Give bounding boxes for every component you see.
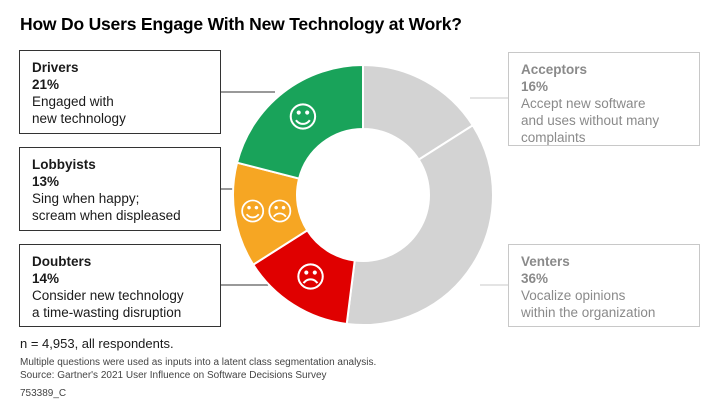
segment-percent: 21% [32,77,60,92]
slice-icons: ☹ ☺☹ ☺ [239,101,326,296]
segment-name: Acceptors [521,62,588,77]
segment-name: Venters [521,254,570,269]
segment-description: Sing when happy; scream when displeased [32,191,181,223]
segment-percent: 36% [521,271,549,286]
chart-title: How Do Users Engage With New Technology … [20,14,462,34]
face-icon-doubters: ☹ [295,261,326,296]
face-icon-lobbyists: ☺☹ [239,197,293,227]
slice-drivers [235,63,364,180]
segment-description: Accept new software and uses without man… [521,96,660,145]
segment-description: Consider new technology a time-wasting d… [32,288,184,320]
figure-id: 753389_C [20,388,67,399]
callout-drivers: Drivers 21% Engaged with new technology [19,50,221,134]
slice-venters [345,123,494,326]
segment-description: Vocalize opinions within the organizatio… [521,288,656,320]
segment-percent: 14% [32,271,60,286]
callout-lobbyists: Lobbyists 13% Sing when happy; scream wh… [19,147,221,231]
segment-percent: 16% [521,79,549,94]
sample-size-note: n = 4,953, all respondents. [20,336,174,351]
segment-percent: 13% [32,174,60,189]
methodology-footnote: Multiple questions were used as inputs i… [20,357,377,368]
segment-description: Engaged with new technology [32,94,126,126]
face-icon-drivers: ☺ [287,101,318,136]
callout-acceptors: Acceptors 16% Accept new software and us… [508,52,700,146]
segment-name: Lobbyists [32,157,96,172]
donut-slices [232,63,494,326]
source-footnote: Source: Gartner's 2021 User Influence on… [20,370,327,381]
segment-name: Doubters [32,254,92,269]
segment-name: Drivers [32,60,79,75]
callout-venters: Venters 36% Vocalize opinions within the… [508,244,700,327]
callout-doubters: Doubters 14% Consider new technology a t… [19,244,221,327]
